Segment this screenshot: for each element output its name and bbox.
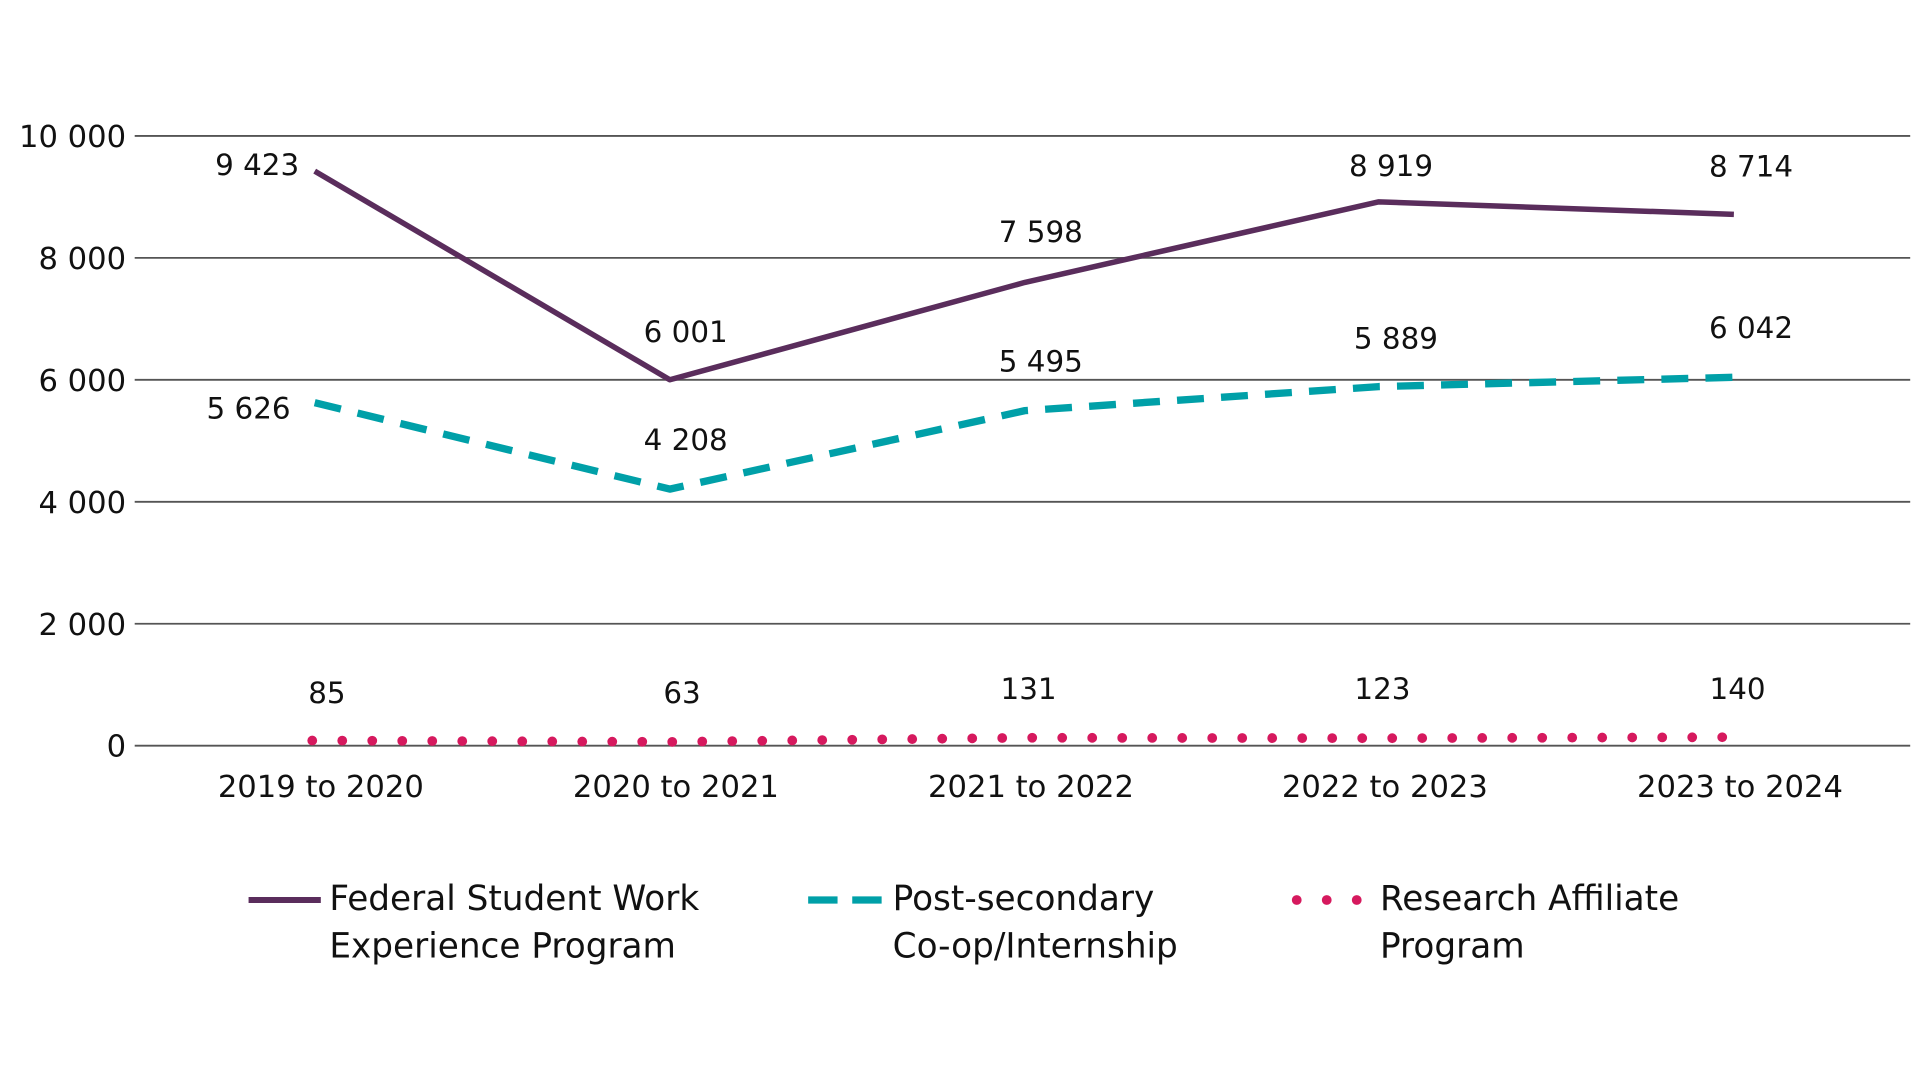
data-label: 63 (663, 676, 700, 710)
data-label: 85 (308, 676, 345, 710)
x-tick-label: 2023 to 2024 (1637, 770, 1843, 805)
series-line-1 (313, 373, 1734, 493)
y-tick-label: 4 000 (38, 486, 126, 521)
x-tick-label: 2020 to 2021 (573, 770, 779, 805)
data-label: 5 889 (1354, 322, 1438, 356)
data-label: 9 423 (215, 148, 299, 182)
x-tick-label: 2022 to 2023 (1282, 770, 1488, 805)
data-label: 8 919 (1349, 149, 1433, 183)
data-label: 6 001 (644, 315, 728, 349)
legend-label: Post-secondary (893, 879, 1155, 919)
legend-label: Co-op/Internship (893, 927, 1178, 967)
data-label: 131 (1001, 672, 1057, 706)
x-tick-label: 2021 to 2022 (928, 770, 1134, 805)
y-tick-label: 10 000 (19, 120, 126, 155)
data-label: 140 (1710, 672, 1766, 706)
legend-label: Program (1380, 927, 1525, 967)
series-line-2 (307, 732, 1739, 747)
legend-label: Research Affiliate (1380, 879, 1679, 919)
data-label: 5 626 (207, 392, 291, 426)
data-label: 7 598 (999, 215, 1083, 249)
y-tick-label: 0 (107, 730, 126, 765)
legend-label: Experience Program (329, 927, 676, 967)
data-label: 6 042 (1709, 311, 1793, 345)
y-tick-label: 8 000 (38, 242, 126, 277)
x-tick-label: 2019 to 2020 (218, 770, 424, 805)
data-label: 4 208 (644, 423, 728, 457)
data-label: 8 714 (1709, 149, 1793, 183)
data-label: 123 (1354, 672, 1410, 706)
y-tick-label: 6 000 (38, 364, 126, 399)
legend-label: Federal Student Work (329, 879, 699, 919)
y-tick-label: 2 000 (38, 608, 126, 643)
series-line-0 (313, 168, 1734, 383)
data-label: 5 495 (999, 344, 1083, 378)
